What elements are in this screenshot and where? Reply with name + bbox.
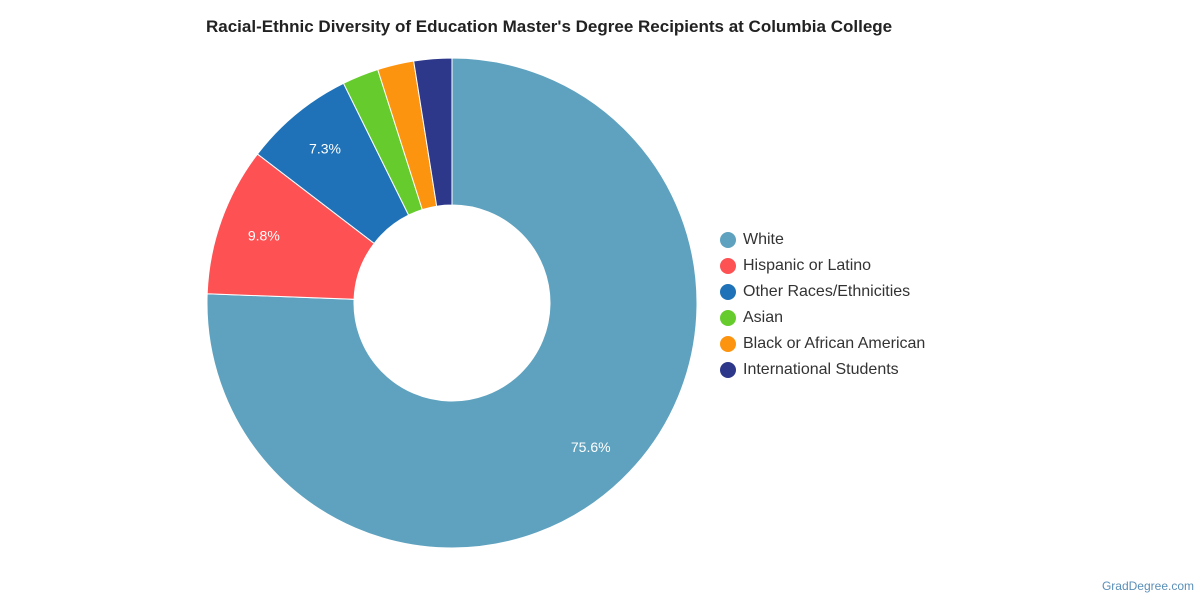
legend-label: International Students [743,361,899,378]
chart-title: Racial-Ethnic Diversity of Education Mas… [206,17,893,36]
legend-label: Other Races/Ethnicities [743,283,911,300]
slice-international-students[interactable] [413,57,453,207]
legend-label: Black or African American [743,335,926,352]
legend-swatch [720,258,736,274]
legend-item-white[interactable]: White [720,227,925,253]
legend-item-asian[interactable]: Asian [720,305,925,331]
legend-swatch [720,336,736,352]
legend-label: White [743,231,784,248]
legend-label: Hispanic or Latino [743,257,872,274]
data-label-other-races-ethnicities: 7.3% [309,140,341,156]
legend-item-other-races-ethnicities[interactable]: Other Races/Ethnicities [720,279,925,305]
legend-swatch [720,232,736,248]
legend-item-black-or-african-american[interactable]: Black or African American [720,331,925,357]
legend-swatch [720,284,736,300]
slice-white[interactable] [206,57,698,549]
data-label-white: 75.6% [571,439,611,455]
legend-swatch [720,362,736,378]
chart-legend: White Hispanic or Latino Other Races/Ethni… [720,227,925,383]
source-link[interactable]: GradDegree.com [1101,579,1194,593]
legend-item-international-students[interactable]: International Students [720,357,925,383]
legend-item-hispanic-or-latino[interactable]: Hispanic or Latino [720,253,925,279]
legend-swatch [720,310,736,326]
data-label-hispanic-or-latino: 9.8% [248,227,280,243]
legend-label: Asian [743,309,784,326]
